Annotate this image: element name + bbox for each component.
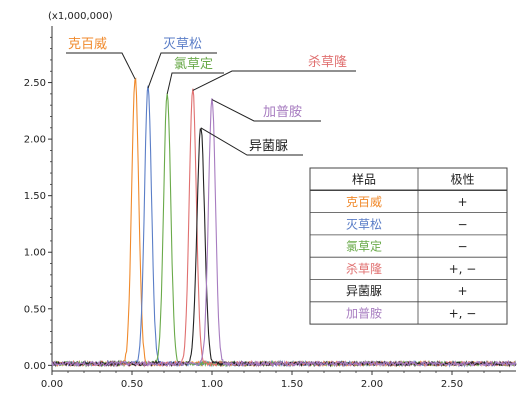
x-tick-label: 0.00	[41, 379, 63, 390]
x-tick-label: 2.50	[441, 379, 463, 390]
x-tick-label: 2.00	[361, 379, 383, 390]
table-polarity-cell: −	[457, 240, 467, 254]
table-header: 极性	[450, 173, 474, 187]
traces	[51, 77, 517, 368]
peak-label: 异菌脲	[249, 139, 288, 154]
peak-label: 加普胺	[263, 105, 302, 120]
table-header: 样品	[352, 172, 376, 187]
leader-line	[200, 127, 303, 156]
peak-label: 氯草定	[174, 57, 213, 72]
y-tick-label: 2.50	[24, 78, 46, 89]
leader-line	[211, 99, 321, 122]
y-scale-label: (x1,000,000)	[48, 11, 113, 22]
table-sample-cell: 克百威	[346, 195, 382, 209]
leader-line	[166, 72, 224, 94]
leader-line	[192, 70, 356, 91]
trace-line	[51, 98, 517, 368]
table-polarity-cell: +	[457, 195, 467, 209]
x-tick-label: 0.50	[121, 379, 143, 390]
y-tick-label: 1.00	[24, 248, 46, 259]
table-sample-cell: 异菌脲	[346, 284, 382, 298]
table-sample-cell: 杀草隆	[346, 261, 382, 276]
y-tick-label: 1.50	[24, 191, 46, 202]
peak-label: 杀草隆	[308, 55, 347, 70]
leader-line	[66, 52, 136, 80]
table-frame	[309, 167, 508, 325]
table-polarity-cell: +, −	[449, 306, 477, 320]
table-polarity-cell: −	[457, 217, 467, 231]
y-tick-label: 0.50	[24, 304, 46, 315]
peak-label: 克百威	[68, 37, 107, 52]
x-tick-label: 1.00	[201, 379, 223, 390]
table-sample-cell: 加普胺	[346, 306, 382, 320]
peak-label: 灭草松	[163, 37, 202, 52]
y-tick-label: 2.00	[24, 135, 46, 146]
leader-line	[147, 52, 217, 89]
table-sample-cell: 灭草松	[346, 217, 382, 231]
table-polarity-cell: +, −	[449, 262, 477, 276]
x-tick-label: 1.50	[281, 379, 303, 390]
table-polarity-cell: +	[457, 284, 467, 298]
axes: 0.00 0.50 1.00 1.50 2.00 2.50 0.00 0.50 1.00 1.50…	[24, 26, 516, 390]
table-sample-cell: 氯草定	[346, 239, 382, 254]
y-tick-label: 0.00	[24, 361, 46, 372]
